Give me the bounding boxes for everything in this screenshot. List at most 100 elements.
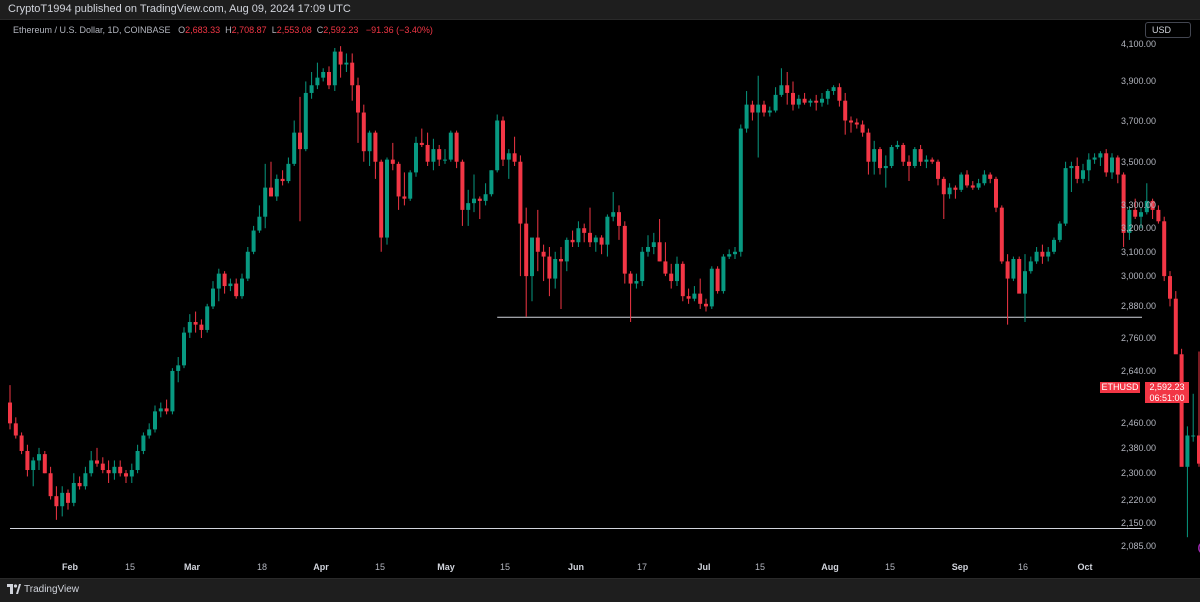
price-tick-9: 2,760.00	[1121, 332, 1157, 343]
candle-2024-05-05	[651, 242, 656, 248]
candle-2024-03-18	[373, 132, 378, 162]
time-tick-2: Mar	[183, 562, 201, 572]
candle-2024-04-20	[564, 239, 569, 262]
candle-2024-07-01	[982, 174, 987, 184]
symbol-price-tag: ETHUSD	[1100, 382, 1140, 393]
candle-2024-07-25	[1121, 174, 1126, 233]
candle-2024-01-25	[66, 492, 70, 503]
candle-2024-04-09	[501, 120, 505, 160]
candle-2024-03-17	[367, 132, 372, 152]
candle-2024-04-02	[460, 161, 465, 210]
candle-2024-03-26	[419, 142, 424, 145]
price-tick-2: 3,700.00	[1121, 115, 1157, 126]
candle-2024-06-13	[878, 149, 882, 169]
candle-2024-06-03	[820, 98, 824, 103]
candle-2024-07-10	[1034, 251, 1039, 262]
time-tick-12: Aug	[821, 562, 839, 572]
candle-2024-03-19	[379, 161, 384, 238]
candle-2024-03-07	[309, 85, 314, 93]
candle-2024-04-28	[611, 212, 616, 217]
legend-close: 2,592.23	[323, 25, 359, 35]
candle-2024-05-08	[669, 273, 674, 282]
candle-2024-01-24	[60, 492, 65, 507]
candle-2024-04-19	[559, 258, 563, 262]
candle-2024-07-28	[1139, 212, 1143, 217]
price-tick-12: 2,380.00	[1121, 442, 1157, 453]
legend-change: −91.36 (−3.40%)	[365, 25, 433, 35]
candle-2024-01-20	[37, 454, 41, 461]
candle-2024-06-02	[814, 100, 819, 103]
currency-button[interactable]: USD	[1145, 22, 1191, 38]
candle-2024-06-21	[924, 159, 929, 162]
price-tick-1: 3,900.00	[1121, 76, 1157, 87]
candle-2024-05-10	[680, 263, 685, 297]
chart-frame[interactable]	[6, 20, 1194, 575]
candle-2024-03-27	[425, 144, 430, 162]
candle-2024-02-02	[112, 466, 117, 474]
candle-2024-03-02	[280, 178, 285, 182]
candle-2024-03-29	[437, 149, 442, 160]
candle-2024-06-08	[849, 120, 853, 123]
candle-2024-04-18	[553, 258, 558, 279]
candle-2024-08-07	[1197, 435, 1200, 464]
candle-2024-05-31	[802, 98, 807, 103]
time-tick-8: Jun	[567, 562, 585, 572]
candle-2024-03-16	[361, 112, 366, 152]
candle-2024-05-28	[785, 85, 790, 93]
price-tick-4: 3,300.00	[1121, 200, 1157, 211]
candle-2024-08-04	[1179, 354, 1184, 467]
candle-2024-07-11	[1040, 251, 1045, 257]
time-tick-15: 16	[1017, 562, 1029, 572]
time-tick-4: Apr	[313, 562, 329, 572]
legend-symbol: Ethereum / U.S. Dollar, 1D, COINBASE	[13, 25, 171, 35]
candle-2024-06-15	[889, 147, 894, 166]
candle-2024-08-05	[1185, 435, 1190, 467]
candle-2024-05-19	[733, 251, 737, 255]
candle-2024-04-08	[495, 120, 500, 171]
candle-2024-04-27	[605, 216, 610, 245]
time-tick-0: Feb	[61, 562, 79, 572]
legend-close-label: C	[316, 25, 324, 35]
price-tick-10: 2,640.00	[1121, 365, 1157, 376]
candle-2024-07-03	[994, 178, 998, 208]
candle-2024-02-29	[269, 187, 273, 197]
candle-2024-02-27	[257, 216, 262, 231]
candle-2024-04-06	[483, 194, 488, 201]
candle-2024-04-14	[530, 237, 534, 277]
candle-2024-05-27	[779, 85, 784, 95]
candle-2024-02-07	[141, 435, 146, 451]
candle-2024-07-31	[1156, 209, 1161, 222]
candle-2024-03-28	[431, 149, 436, 162]
candle-2024-03-20	[385, 159, 389, 238]
candle-2024-07-30	[1150, 200, 1155, 210]
candle-2024-05-13	[698, 293, 703, 304]
candle-2024-05-22	[750, 104, 755, 113]
candle-2024-04-13	[524, 223, 529, 277]
candle-2024-04-23	[582, 228, 587, 233]
candle-2024-06-10	[860, 124, 865, 133]
candle-2024-07-29	[1144, 200, 1149, 213]
tradingview-brand: TradingView	[24, 584, 80, 595]
candle-2024-07-23	[1110, 157, 1114, 173]
candle-2024-04-21	[570, 239, 575, 243]
price-tick-0: 4,100.00	[1121, 39, 1157, 50]
candle-2024-06-14	[883, 165, 888, 169]
candle-2024-01-23	[54, 496, 59, 507]
candle-2024-01-28	[83, 473, 88, 487]
candle-2024-02-19	[211, 288, 215, 307]
time-tick-16: Oct	[1077, 562, 1093, 572]
candle-2024-03-30	[443, 159, 447, 161]
candle-2024-06-12	[872, 149, 877, 162]
candle-2024-03-31	[448, 132, 453, 160]
candle-2024-06-01	[808, 100, 813, 103]
candle-2024-06-11	[866, 132, 871, 162]
candle-2024-08-06	[1191, 435, 1196, 437]
candle-2024-03-11	[332, 51, 337, 86]
candle-2024-06-29	[970, 185, 975, 188]
candle-2024-02-15	[187, 322, 192, 333]
candle-2024-05-14	[704, 303, 708, 307]
candle-2024-06-30	[976, 183, 981, 188]
price-tick-5: 3,200.00	[1121, 223, 1157, 234]
legend-open: 2,683.33	[185, 25, 221, 35]
